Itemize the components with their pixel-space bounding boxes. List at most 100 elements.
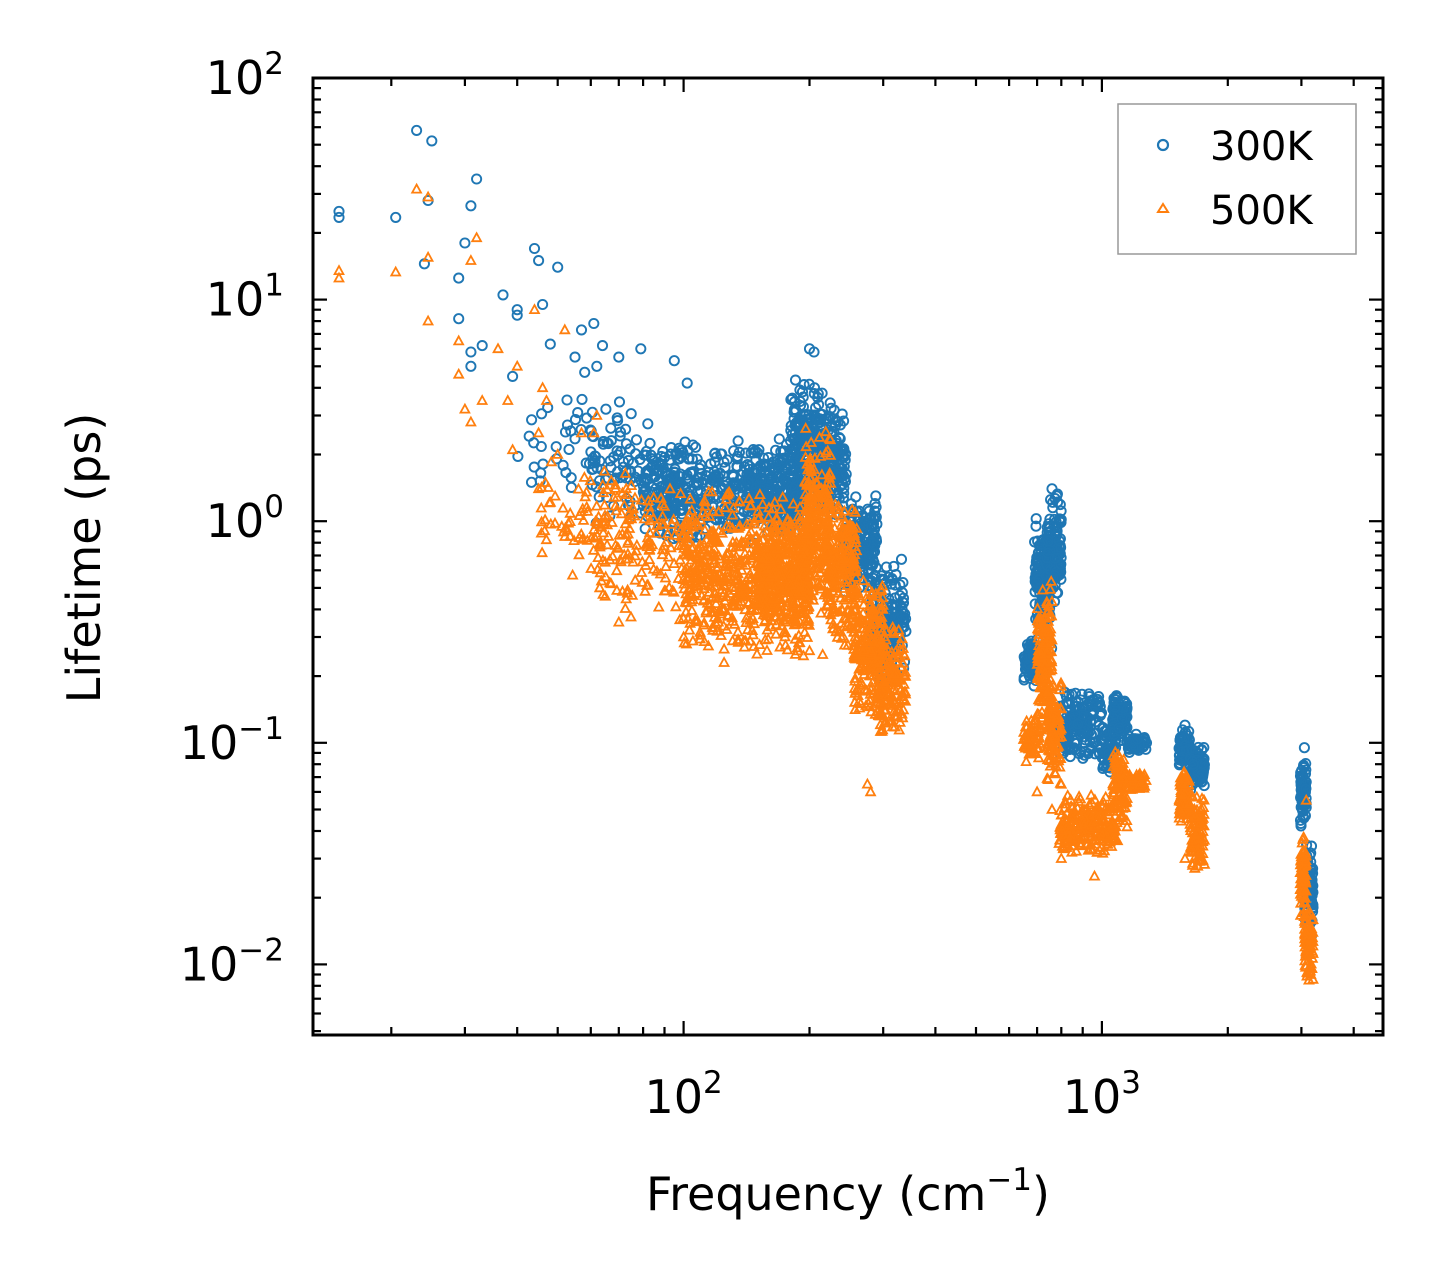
data-point-300K (726, 469, 738, 481)
data-point-300K (788, 413, 800, 425)
data-point-300K (712, 470, 724, 482)
data-point-300K (828, 404, 840, 416)
data-point-300K (812, 413, 824, 425)
data-point-300K (613, 396, 626, 408)
data-point-300K (886, 600, 898, 612)
data-point-300K (1053, 535, 1065, 547)
data-point-300K (840, 468, 852, 480)
data-point-300K (850, 491, 862, 503)
data-point-300K (620, 423, 632, 435)
data-point-300K (625, 408, 637, 420)
data-point-300K (742, 458, 754, 471)
data-point-300K (1109, 701, 1121, 713)
data-point-300K (808, 388, 820, 400)
data-point-300K (748, 447, 760, 459)
data-point-300K (1093, 691, 1105, 703)
data-point-300K (684, 467, 696, 479)
data-point-300K (828, 451, 840, 464)
data-point-300K (561, 394, 573, 406)
data-point-300K (794, 399, 807, 412)
data-point-300K (1084, 716, 1097, 728)
data-point-300K (709, 447, 721, 459)
data-point-300K (799, 410, 811, 422)
data-point-300K (674, 468, 686, 480)
data-point-300K (774, 469, 786, 481)
data-point-300K (675, 444, 687, 456)
data-point-300K (565, 425, 577, 437)
data-point-300K (716, 448, 728, 460)
data-point-300K (643, 467, 655, 479)
data-point-300K (830, 414, 842, 427)
data-point-300K (559, 426, 572, 438)
data-point-300K (859, 512, 871, 524)
data-point-300K (542, 402, 554, 414)
data-point-300K (563, 443, 575, 455)
data-point-300K (1076, 688, 1088, 700)
data-point-300K (1113, 722, 1125, 734)
data-point-300K (630, 434, 643, 446)
data-point-300K (572, 407, 584, 419)
data-point-300K (611, 445, 623, 457)
data-point-300K (512, 450, 524, 462)
data-point-300K (749, 445, 761, 457)
data-point-300K (535, 467, 547, 479)
data-point-300K (1031, 558, 1043, 570)
data-point-300K (699, 474, 711, 486)
data-point-300K (581, 412, 593, 424)
data-point-300K (833, 459, 845, 471)
data-point-300K (894, 590, 906, 602)
data-point-300K (762, 486, 774, 498)
data-point-300K (1030, 513, 1042, 525)
data-point-300K (816, 387, 828, 399)
data-point-300K (775, 446, 787, 458)
data-point-300K (808, 382, 821, 394)
data-point-300K (611, 466, 624, 478)
data-point-300K (686, 453, 698, 465)
data-point-300K (526, 414, 538, 426)
data-point-300K (865, 511, 877, 523)
data-point-300K (1049, 552, 1061, 564)
data-point-300K (897, 576, 909, 589)
data-point-300K (1030, 520, 1042, 532)
data-point-300K (1066, 742, 1078, 754)
data-points (333, 124, 1319, 985)
data-point-300K (693, 477, 705, 489)
data-point-300K (667, 494, 679, 507)
data-point-300K (785, 394, 797, 406)
data-point-300K (1070, 696, 1082, 708)
data-point-300K (1047, 572, 1059, 584)
data-point-300K (597, 435, 609, 448)
data-point-300K (742, 477, 754, 489)
data-point-300K (788, 448, 800, 460)
data-point-300K (715, 481, 727, 493)
data-point-300K (679, 436, 691, 448)
data-point-300K (762, 451, 774, 464)
data-point-300K (620, 438, 632, 450)
data-point-300K (640, 445, 652, 457)
data-point-300K (773, 433, 785, 445)
data-point-300K (667, 470, 679, 482)
data-point-300K (569, 414, 582, 426)
data-point-300K (683, 453, 695, 465)
data-point-300K (705, 458, 717, 470)
data-point-300K (608, 451, 620, 463)
data-point-300K (659, 451, 671, 463)
data-point-300K (869, 497, 881, 510)
data-point-300K (796, 386, 809, 398)
data-point-300K (1055, 542, 1067, 554)
data-point-300K (1042, 547, 1054, 559)
data-point-300K (869, 539, 881, 551)
data-point-300K (869, 511, 881, 523)
data-point-300K (641, 473, 654, 486)
data-point-300K (677, 503, 689, 516)
data-point-300K (1055, 514, 1067, 526)
data-point-300K (752, 447, 764, 459)
data-point-300K (1018, 671, 1030, 684)
data-point-300K (561, 419, 574, 431)
data-point-300K (600, 403, 612, 415)
data-point-300K (709, 472, 721, 484)
data-point-300K (819, 460, 831, 472)
data-point-300K (890, 569, 902, 581)
data-point-300K (1075, 729, 1087, 741)
